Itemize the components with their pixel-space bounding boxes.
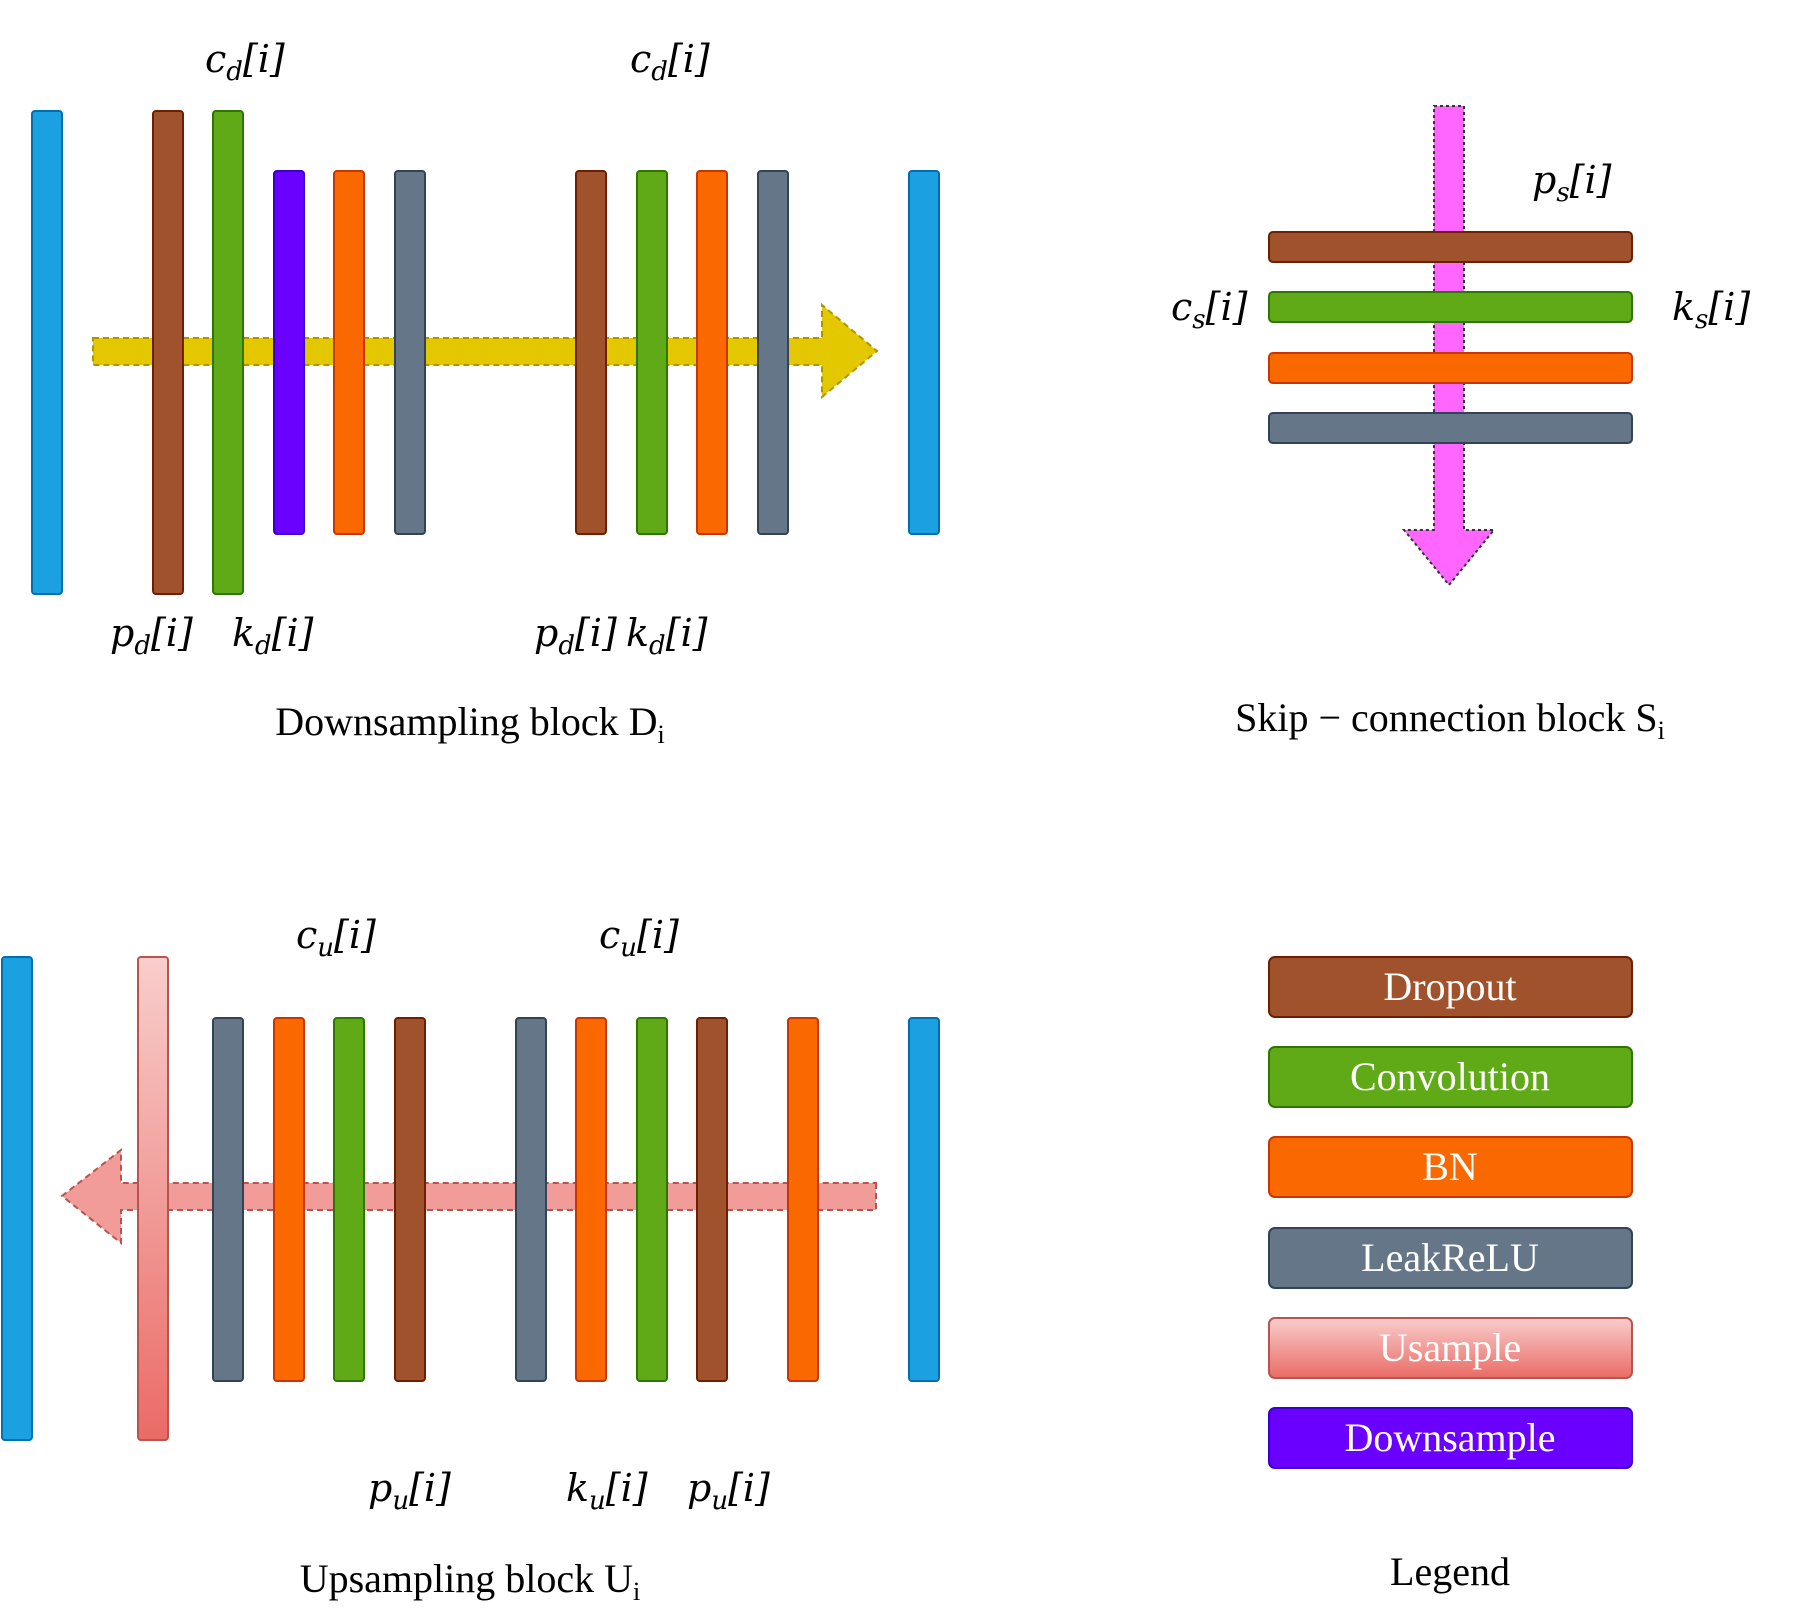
label-kd: kd[i] (232, 611, 314, 661)
input-feature-map (31, 110, 63, 595)
label-cd: cd[i] (205, 37, 285, 87)
downsampling-block: cd[i] cd[i] pd[i] kd[i] pd[i] kd[i] Down… (31, 37, 940, 749)
dropout-layer (152, 110, 184, 595)
input-feature-map (1, 956, 33, 1441)
convolution-layer (1268, 291, 1633, 323)
legend-label-dropout: Dropout (1383, 964, 1516, 1009)
skip-flow-arrow (1401, 105, 1497, 587)
convolution-layer (636, 1017, 668, 1382)
bn-layer (696, 170, 728, 535)
legend-swatch-convolution (1268, 1046, 1633, 1108)
label-kd: kd[i] (626, 611, 708, 661)
label-cd: cd[i] (630, 37, 710, 87)
leakrelu-layer (394, 170, 426, 535)
bn-layer (333, 170, 365, 535)
bn-layer (575, 1017, 607, 1382)
legend-label-downsample: Downsample (1344, 1415, 1555, 1460)
label-ks: ks[i] (1672, 285, 1750, 335)
dropout-layer (1268, 231, 1633, 263)
skip-connection-block-title: Skip − connection block Si (1235, 695, 1665, 745)
legend-swatch-downsample (1268, 1407, 1633, 1469)
bn-layer (273, 1017, 305, 1382)
dropout-layer (394, 1017, 426, 1382)
legend-swatch-usample (1268, 1317, 1633, 1379)
downsample-layer (273, 170, 305, 535)
label-cs: cs[i] (1171, 285, 1248, 335)
bn-layer (787, 1017, 819, 1382)
legend-swatch-bn (1268, 1136, 1633, 1198)
label-pd: pd[i] (534, 611, 617, 661)
leakrelu-layer (212, 1017, 244, 1382)
legend-label-bn: BN (1422, 1144, 1478, 1189)
upsampling-block: cu[i] cu[i] pu[i] ku[i] pu[i] Upsampling… (1, 913, 940, 1606)
legend-swatch-leakrelu (1268, 1227, 1633, 1289)
output-feature-map (908, 170, 940, 535)
convolution-layer (212, 110, 244, 595)
legend-label-leakrelu: LeakReLU (1361, 1235, 1539, 1280)
output-feature-map (908, 1017, 940, 1382)
label-ps: ps[i] (1532, 158, 1612, 208)
legend: Dropout Convolution BN LeakReLU Usample … (1268, 956, 1633, 1594)
legend-title: Legend (1390, 1549, 1510, 1594)
bn-layer (1268, 352, 1633, 384)
usample-layer (137, 956, 169, 1441)
legend-swatch-dropout (1268, 956, 1633, 1018)
label-cu: cu[i] (599, 913, 679, 963)
convolution-layer (636, 170, 668, 535)
label-cu: cu[i] (296, 913, 376, 963)
label-pu: pu[i] (687, 1466, 770, 1516)
dropout-layer (696, 1017, 728, 1382)
upsampling-block-title: Upsampling block Ui (300, 1556, 641, 1606)
skip-connection-block: ps[i] cs[i] ks[i] Skip − connection bloc… (1171, 105, 1750, 745)
label-pu: pu[i] (368, 1466, 451, 1516)
label-pd: pd[i] (110, 611, 193, 661)
upsampling-flow-arrow (60, 1147, 877, 1246)
dropout-layer (575, 170, 607, 535)
downsampling-block-title: Downsampling block Di (275, 699, 664, 749)
legend-label-convolution: Convolution (1350, 1054, 1550, 1099)
leakrelu-layer (515, 1017, 547, 1382)
label-ku: ku[i] (566, 1466, 648, 1516)
convolution-layer (333, 1017, 365, 1382)
leakrelu-layer (1268, 412, 1633, 444)
legend-label-usample: Usample (1379, 1325, 1521, 1370)
leakrelu-layer (757, 170, 789, 535)
